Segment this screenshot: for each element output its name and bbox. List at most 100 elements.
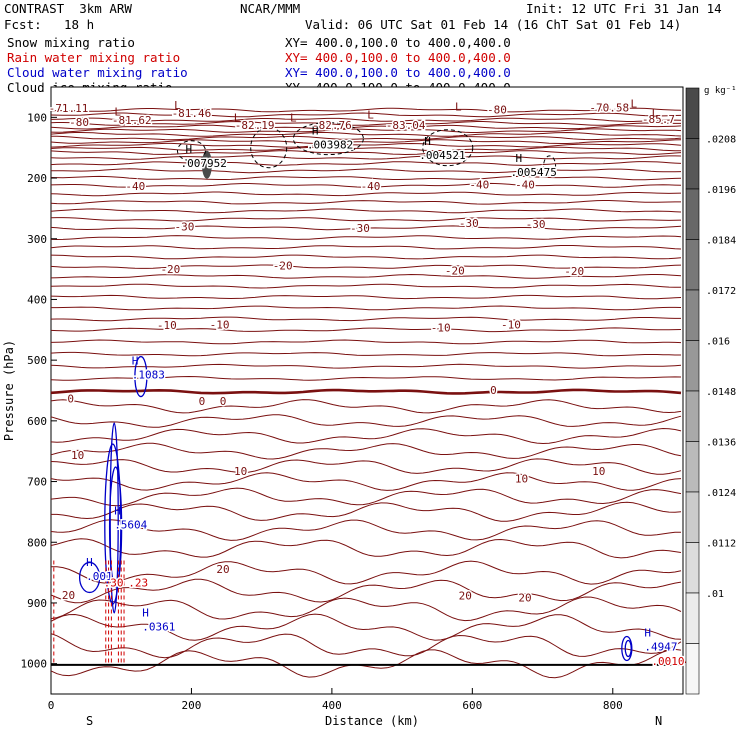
isotherm-line: [51, 560, 682, 585]
snow-max-value: .007952: [180, 157, 226, 170]
cloud-water-contour: [624, 639, 632, 658]
y-tick-label: 500: [27, 354, 47, 367]
snow-max-value: .005475: [511, 166, 557, 179]
cloud-water-max-value: .0361: [142, 621, 175, 634]
temperature-label: 0: [67, 392, 74, 405]
temperature-label: 0: [220, 395, 227, 408]
isotherm-line: [50, 458, 682, 475]
temperature-label: -20: [160, 263, 180, 276]
temperature-label: 0: [490, 384, 497, 397]
colorbar-swatch: [685, 87, 700, 139]
temperature-label: -40: [361, 180, 381, 193]
isotherm-line: [50, 613, 682, 641]
colorbar-label: .016: [706, 337, 730, 348]
center-label: NCAR/MMM: [240, 1, 301, 16]
y-axis-label: Pressure (hPa): [2, 340, 16, 441]
colorbar-label: .0208: [706, 135, 736, 146]
isotherm-line: [50, 363, 682, 369]
colorbar-label: .0184: [706, 236, 736, 247]
low-marker: L: [367, 108, 374, 121]
isotherm-line: [50, 225, 682, 231]
temperature-label: -40: [469, 179, 489, 192]
temperature-label: -71.11: [49, 102, 89, 115]
snow-shade-max: [201, 150, 212, 179]
colorbar-swatch: [685, 188, 700, 240]
isotherm-line: [50, 135, 682, 141]
y-tick-label: 900: [27, 597, 47, 610]
cloud-water-contour: [134, 355, 148, 398]
isotherm-line: [50, 121, 681, 126]
snow-max-marker: H: [312, 125, 319, 138]
isotherm-line: [50, 327, 682, 333]
y-tick-label: 200: [27, 172, 47, 185]
cloud-water-contour: [108, 466, 123, 588]
colorbar-swatch: [685, 542, 700, 594]
colorbar-swatch: [685, 390, 700, 442]
snow-max-value: .004521: [419, 149, 465, 162]
isotherm-line: [50, 208, 682, 214]
temperature-label: -80: [487, 103, 507, 116]
isotherm-line: [50, 245, 682, 250]
isotherm-line: [50, 182, 682, 188]
temperature-label: -85.7: [642, 113, 675, 126]
init-time: Init: 12 UTC Fri 31 Jan 14: [526, 1, 722, 16]
snow-contour: [250, 127, 288, 169]
colorbar-unit: g kg⁻¹: [704, 86, 737, 96]
isotherm-line: [50, 217, 682, 222]
cloud-water-max-value: .5604: [114, 519, 147, 532]
isotherm-line: [50, 146, 681, 152]
cloud-field-name: Cloud water mixing ratio: [7, 65, 188, 80]
temperature-label: -10: [210, 318, 230, 331]
forecast-label: Fcst:: [4, 17, 42, 32]
colorbar-label: .0112: [706, 539, 736, 550]
low-marker: L: [631, 97, 638, 110]
y-tick-label: 300: [27, 233, 47, 246]
isotherm-line: [50, 538, 682, 559]
temperature-label: 20: [459, 590, 472, 603]
isotherm-line: [50, 427, 682, 445]
snow-max-marker: H: [516, 152, 523, 165]
model-title: CONTRAST 3km ARW: [4, 1, 132, 16]
isotherm-line: [50, 124, 682, 130]
snow-field-xy: XY= 400.0,100.0 to 400.0,400.0: [285, 35, 511, 50]
temperature-label: -20: [273, 259, 293, 272]
isotherm-line: [50, 388, 682, 395]
isotherm-line: [50, 283, 681, 289]
low-marker: L: [114, 105, 121, 118]
low-marker: L: [174, 99, 181, 112]
isotherm-line: [50, 150, 682, 156]
temperature-label: -83.04: [386, 119, 426, 132]
snow-contour: [543, 155, 557, 177]
y-tick-label: 400: [27, 293, 47, 306]
rain-field-name: Rain water mixing ratio: [7, 50, 181, 65]
colorbar-label: .0124: [706, 488, 736, 499]
isotherm-line: [50, 316, 681, 322]
forecast-hour: 18 h: [64, 17, 95, 32]
isotherm-line: [50, 264, 682, 269]
isotherm-contours: [50, 107, 682, 679]
isotherm-line: [50, 200, 681, 205]
temperature-label: 20: [216, 563, 229, 576]
y-tick-label: 100: [27, 111, 47, 124]
isotherm-line: [50, 155, 682, 160]
isotherm-line: [51, 305, 682, 311]
isotherm-line: [50, 128, 682, 133]
temperature-label: -70.58: [589, 102, 629, 115]
colorbar-label: .0148: [706, 387, 736, 398]
isotherm-line: [50, 117, 682, 122]
temperature-labels: -71.11-80 -81.62-81.46-82.19 -82.76 -83.04-…: [47, 97, 676, 606]
colorbar-label: .0172: [706, 286, 736, 297]
temperature-label: -10: [157, 319, 177, 332]
isotherm-line: [50, 399, 682, 414]
isotherm-line: [51, 501, 682, 522]
isotherm-line: [50, 351, 681, 357]
isotherm-line: [50, 273, 682, 279]
temperature-label: -10: [431, 321, 451, 334]
isotherm-line: [50, 161, 682, 166]
isotherm-line: [50, 375, 682, 381]
y-tick-label: 1000: [21, 658, 48, 671]
low-marker: L: [290, 111, 297, 124]
isotherm-line: [50, 235, 682, 241]
snow-contour: [422, 129, 474, 167]
